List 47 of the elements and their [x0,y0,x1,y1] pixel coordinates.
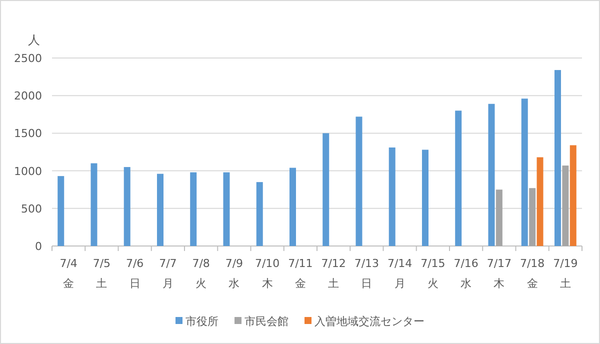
bar [388,147,396,246]
x-tick-label: 7/15 火 [420,257,446,290]
legend-label: 入曽地域交流センター [314,315,424,328]
bar [488,104,495,246]
x-tick-label: 7/16 水 [454,257,478,290]
x-tick-label: 7/12 土 [321,257,346,290]
bar [223,172,230,246]
bar [289,168,296,246]
x-tick-label: 7/9 水 [225,257,244,290]
y-tick-label: 2500 [14,52,42,65]
y-tick-label: 2000 [14,90,42,103]
legend-label: 市役所 [186,315,218,328]
x-tick-label: 7/11 金 [288,257,313,290]
x-tick-label: 7/6 日 [126,257,144,290]
bar [322,133,330,246]
bar [124,167,130,246]
y-tick-label: 1500 [14,127,42,140]
bar [570,145,576,246]
bar [190,172,197,246]
x-tick-label: 7/7 月 [159,257,177,290]
x-tick-label: 7/19 土 [553,257,578,290]
x-tick-label: 7/10 木 [254,257,280,290]
x-tick-label: 7/14 月 [387,257,412,290]
x-tick-label: 7/17 木 [486,257,512,290]
y-tick-label: 500 [21,202,42,216]
bar [90,163,98,246]
bar [554,70,561,246]
bar [256,182,263,246]
x-tick-label: 7/5 土 [92,257,111,290]
y-tick-label: 0 [35,240,42,253]
x-tick-label: 7/8 火 [192,257,210,290]
x-tick-label: 7/18 金 [520,257,545,290]
bar [562,166,569,246]
bar [536,157,544,246]
legend-label: 市民会館 [244,315,288,328]
x-tick-label: 7/13 日 [354,257,380,290]
bar [422,150,428,246]
bar [496,190,502,246]
bar [356,116,362,246]
bar [529,188,536,246]
bar [58,176,64,246]
x-tick-label: 7/4 金 [60,257,78,290]
y-tick-label: 1000 [14,164,42,178]
bar [521,98,528,246]
bar [156,174,164,246]
bar [455,110,462,246]
y-axis-title: 人 [28,33,40,47]
